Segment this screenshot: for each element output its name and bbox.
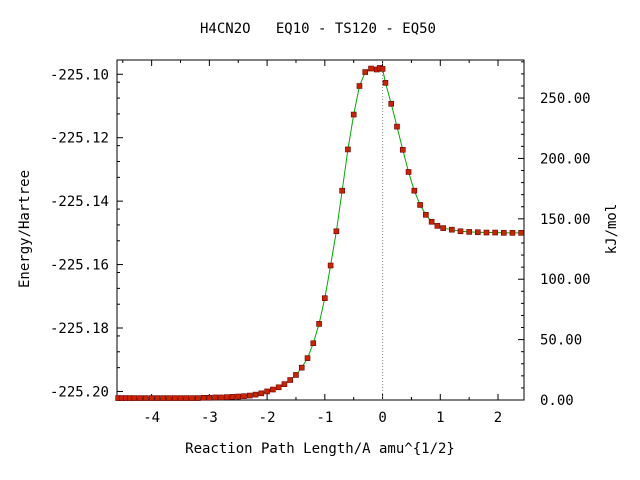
data-point (229, 394, 236, 400)
data-point (518, 230, 524, 236)
data-point (246, 392, 253, 399)
y2-tick-label: 150.00 (540, 212, 591, 228)
data-point (298, 364, 305, 371)
data-point (252, 391, 259, 398)
data-point (423, 211, 429, 218)
data-point (466, 229, 472, 235)
data-point (399, 146, 406, 153)
data-point (189, 395, 195, 401)
data-point (154, 395, 161, 401)
data-point (143, 395, 149, 401)
data-point (428, 218, 435, 225)
data-point (293, 372, 299, 378)
data-point (200, 394, 207, 401)
data-point (131, 395, 138, 401)
x-tick-label: 1 (436, 410, 444, 426)
data-point (235, 393, 242, 400)
data-point (241, 393, 247, 399)
data-point (183, 395, 190, 401)
x-tick-label: -4 (143, 410, 160, 426)
data-point (379, 66, 386, 72)
y-tick-label: -225.18 (50, 321, 109, 337)
data-point (223, 394, 230, 400)
data-point (449, 226, 455, 233)
data-point (333, 228, 340, 235)
data-point (509, 230, 516, 236)
data-point (394, 123, 400, 130)
data-point (177, 395, 184, 401)
data-point (310, 340, 317, 347)
data-point (126, 395, 133, 401)
data-point (382, 80, 389, 86)
y2-tick-label: 200.00 (540, 151, 591, 167)
y-tick-label: -225.12 (50, 131, 109, 147)
data-point (137, 395, 143, 401)
x-tick-label: -1 (316, 410, 333, 426)
data-point (264, 388, 270, 395)
y2-axis-label: kJ/mol (604, 204, 620, 255)
data-point (166, 395, 172, 401)
data-point (258, 390, 265, 397)
data-point (475, 229, 481, 236)
y2-tick-label: 250.00 (540, 91, 591, 107)
data-point (500, 230, 507, 236)
data-point (322, 295, 328, 301)
data-point (457, 228, 464, 235)
y2-tick-label: 100.00 (540, 272, 591, 288)
data-point (405, 169, 412, 175)
y2-tick-label: 50.00 (540, 333, 582, 349)
data-point (350, 111, 357, 118)
data-point (345, 146, 351, 153)
data-point (287, 377, 293, 383)
energy-series (115, 65, 524, 401)
data-point (270, 386, 276, 393)
data-point (483, 229, 490, 236)
data-point (440, 225, 446, 231)
data-point (339, 187, 345, 194)
data-point (316, 321, 322, 327)
data-point (368, 65, 374, 72)
y-tick-label: -225.14 (50, 194, 109, 210)
plot-border (116, 59, 525, 401)
x-tick-label: -3 (201, 410, 218, 426)
x-tick-label: 0 (378, 410, 386, 426)
data-point (281, 381, 288, 387)
data-point (434, 223, 441, 229)
data-point (417, 202, 423, 208)
data-point (304, 355, 311, 361)
data-point (160, 395, 166, 401)
x-tick-label: 2 (494, 410, 502, 426)
data-point (327, 262, 334, 269)
y2-tick-label: 0.00 (540, 393, 574, 409)
data-point (411, 187, 418, 194)
chart-title: H4CN2O EQ10 - TS120 - EQ50 (200, 21, 436, 37)
data-point (362, 69, 369, 75)
data-point (195, 395, 201, 401)
data-point (212, 394, 218, 401)
y-tick-label: -225.10 (50, 67, 109, 83)
data-point (275, 384, 282, 391)
data-point (356, 83, 363, 89)
data-point (388, 100, 395, 107)
data-point (218, 394, 224, 401)
x-tick-label: -2 (259, 410, 276, 426)
y-axis-label: Energy/Hartree (17, 170, 33, 288)
data-point (148, 395, 155, 401)
data-point (171, 395, 178, 401)
y-tick-label: -225.16 (50, 258, 109, 274)
data-point (206, 394, 213, 401)
axis-ticks: -4 -3 -2 -1 0 1 2 -225.20 -225.18 -225.16 -225.14 -… (50, 60, 591, 426)
x-axis-label: Reaction Path Length/A amu^{1/2} (185, 441, 455, 457)
plot-frame (116, 59, 525, 401)
data-point (492, 229, 498, 236)
y-tick-label: -225.20 (50, 384, 109, 400)
